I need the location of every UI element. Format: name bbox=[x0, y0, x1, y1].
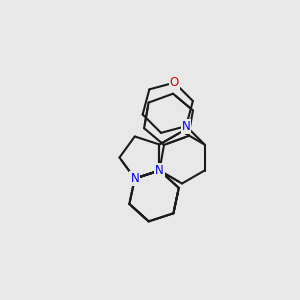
Text: O: O bbox=[170, 76, 179, 89]
Text: N: N bbox=[182, 120, 190, 133]
Text: N: N bbox=[155, 164, 164, 177]
Text: N: N bbox=[130, 172, 139, 185]
